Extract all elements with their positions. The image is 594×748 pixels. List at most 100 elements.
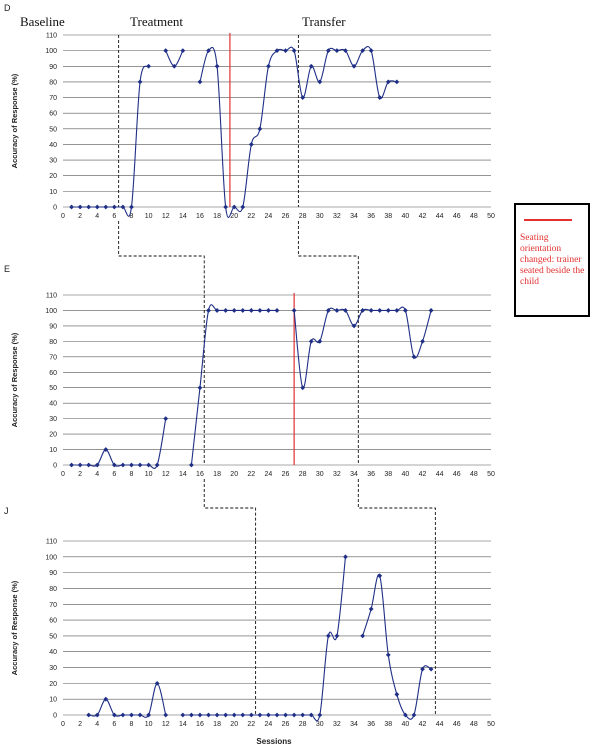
series-line <box>88 682 167 718</box>
data-point <box>86 204 92 210</box>
x-tick-label: 40 <box>402 721 410 728</box>
x-tick-label: 30 <box>316 471 324 478</box>
data-point <box>360 48 365 54</box>
x-tick-label: 6 <box>112 471 116 478</box>
x-tick-label: 22 <box>247 721 255 728</box>
data-point <box>266 712 271 718</box>
data-point <box>394 692 400 697</box>
x-tick-label: 18 <box>213 471 221 478</box>
y-tick-label: 40 <box>49 649 57 656</box>
data-point <box>257 308 263 313</box>
data-point <box>129 712 134 718</box>
y-tick-label: 10 <box>49 189 57 196</box>
data-point <box>274 308 280 313</box>
data-point <box>368 308 374 313</box>
data-point <box>360 308 365 313</box>
data-point <box>274 712 280 718</box>
data-point <box>214 712 220 718</box>
y-tick-label: 100 <box>45 308 57 315</box>
data-point <box>206 712 211 718</box>
x-tick-label: 10 <box>145 213 153 220</box>
x-tick-label: 0 <box>61 721 65 728</box>
series-line <box>71 65 150 217</box>
y-tick-label: 20 <box>49 173 57 180</box>
data-point <box>420 666 425 672</box>
x-tick-label: 40 <box>402 471 410 478</box>
data-point <box>163 48 169 54</box>
x-tick-label: 38 <box>384 471 392 478</box>
data-point <box>343 554 348 560</box>
data-point <box>120 204 126 210</box>
data-point <box>325 633 331 639</box>
data-point <box>163 416 169 422</box>
x-tick-label: 14 <box>179 721 187 728</box>
data-point <box>120 712 126 718</box>
x-tick-label: 26 <box>282 471 290 478</box>
data-point <box>137 79 143 85</box>
x-tick-label: 48 <box>470 721 478 728</box>
x-tick-label: 44 <box>436 471 444 478</box>
data-point <box>266 308 271 313</box>
y-axis-title: Accuracy of Response (%) <box>10 332 19 427</box>
x-tick-label: 50 <box>487 213 495 220</box>
y-tick-label: 80 <box>49 339 57 346</box>
series-line <box>293 306 432 389</box>
legend-box: Seating orientation changed: trainer sea… <box>514 203 590 317</box>
data-point <box>223 204 229 210</box>
y-tick-label: 70 <box>49 354 57 361</box>
data-point <box>189 462 194 468</box>
data-point <box>180 712 186 718</box>
data-point <box>360 633 365 639</box>
x-tick-label: 2 <box>78 721 82 728</box>
data-point <box>154 680 160 686</box>
data-point <box>137 712 143 718</box>
data-point <box>257 126 263 132</box>
x-tick-label: 8 <box>130 213 134 220</box>
data-point <box>137 462 143 468</box>
data-point <box>197 79 203 85</box>
data-point <box>94 712 100 718</box>
x-tick-label: 16 <box>196 721 204 728</box>
x-tick-label: 8 <box>130 471 134 478</box>
x-tick-label: 30 <box>316 213 324 220</box>
data-point <box>111 204 117 210</box>
data-point <box>334 48 340 54</box>
data-point <box>231 712 237 718</box>
x-tick-label: 36 <box>367 471 375 478</box>
data-point <box>317 338 323 344</box>
data-point <box>283 48 288 54</box>
data-point <box>214 308 220 313</box>
x-tick-label: 12 <box>162 213 170 220</box>
phase-connector-line <box>203 479 257 541</box>
x-tick-label: 4 <box>95 721 99 728</box>
x-tick-label: 4 <box>95 213 99 220</box>
y-tick-label: 10 <box>49 447 57 454</box>
data-point <box>69 462 74 468</box>
x-tick-label: 10 <box>145 471 153 478</box>
y-tick-label: 70 <box>49 602 57 609</box>
data-point <box>129 204 134 210</box>
x-tick-label: 38 <box>384 721 392 728</box>
x-tick-label: 0 <box>61 471 65 478</box>
x-tick-label: 26 <box>282 721 290 728</box>
x-tick-label: 14 <box>179 471 187 478</box>
legend-text: Seating orientation changed: trainer sea… <box>520 233 585 287</box>
data-point <box>129 462 134 468</box>
x-tick-label: 2 <box>78 471 82 478</box>
phase-connector-line <box>357 479 436 541</box>
phase-label-baseline: Baseline <box>20 14 65 29</box>
data-point <box>231 308 237 313</box>
y-tick-label: 80 <box>49 79 57 86</box>
data-point <box>428 308 434 313</box>
x-tick-label: 2 <box>78 213 82 220</box>
y-tick-label: 110 <box>46 33 57 40</box>
x-tick-label: 34 <box>350 471 358 478</box>
x-tick-label: 18 <box>213 213 221 220</box>
x-tick-label: 28 <box>299 721 307 728</box>
y-tick-label: 10 <box>49 697 57 704</box>
x-tick-label: 6 <box>112 721 116 728</box>
data-point <box>69 204 74 210</box>
series-line <box>182 556 347 722</box>
